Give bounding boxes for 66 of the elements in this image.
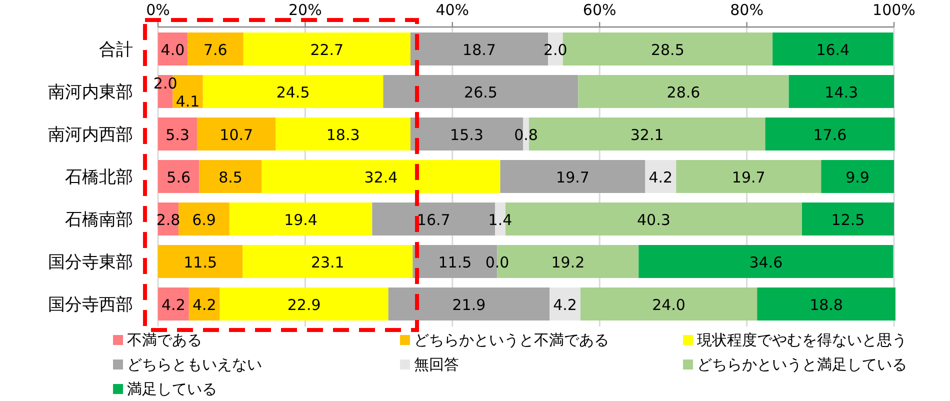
data-label: 24.5 xyxy=(276,84,310,102)
data-label: 10.7 xyxy=(220,126,254,144)
data-label: 18.8 xyxy=(810,296,843,314)
data-label: 19.7 xyxy=(556,168,590,186)
data-label: 22.9 xyxy=(287,296,321,314)
data-label: 34.6 xyxy=(749,254,783,272)
data-label: 2.8 xyxy=(156,211,180,229)
y-tick-label: 国分寺西部 xyxy=(48,295,133,315)
y-tick-label: 合計 xyxy=(99,40,133,60)
data-label: 28.5 xyxy=(650,41,684,59)
legend-label: どちらかというと不満である xyxy=(414,331,609,349)
x-tick-label: 0% xyxy=(146,1,170,19)
data-label: 4.1 xyxy=(176,92,200,110)
data-label: 18.7 xyxy=(462,41,496,59)
data-label: 1.4 xyxy=(488,211,512,229)
x-tick-label: 60% xyxy=(582,1,616,19)
y-tick-label: 石橋南部 xyxy=(65,210,133,230)
legend-label: どちらともいえない xyxy=(127,356,262,374)
data-label: 4.2 xyxy=(192,296,216,314)
data-label: 18.3 xyxy=(326,126,360,144)
x-tick-label: 100% xyxy=(872,1,916,19)
data-label: 32.1 xyxy=(630,126,664,144)
data-label: 21.9 xyxy=(452,296,486,314)
y-tick-label: 石橋北部 xyxy=(65,168,133,188)
data-label: 24.0 xyxy=(652,296,686,314)
data-label: 5.6 xyxy=(166,168,191,186)
legend-label: 無回答 xyxy=(414,356,459,374)
legend-label: 現状程度でやむを得ないと思う xyxy=(697,331,907,349)
x-tick-label: 20% xyxy=(288,1,322,19)
data-label: 26.5 xyxy=(464,84,498,102)
x-tick-label: 40% xyxy=(436,1,470,19)
y-tick-label: 南河内西部 xyxy=(48,125,133,145)
data-label: 4.2 xyxy=(162,296,186,314)
data-label: 12.5 xyxy=(831,211,865,229)
data-label: 40.3 xyxy=(636,211,670,229)
data-label: 15.3 xyxy=(450,126,484,144)
data-label: 4.2 xyxy=(648,168,673,186)
data-label: 2.0 xyxy=(544,41,568,59)
data-label: 19.2 xyxy=(551,254,585,272)
legend-label: 不満である xyxy=(127,331,202,349)
data-label: 17.6 xyxy=(813,126,847,144)
data-label: 28.6 xyxy=(666,84,700,102)
data-label: 6.9 xyxy=(192,211,216,229)
data-label: 2.0 xyxy=(153,74,178,92)
data-label: 5.3 xyxy=(166,126,190,144)
data-label: 16.4 xyxy=(816,41,850,59)
data-label: 11.5 xyxy=(184,254,218,272)
data-label: 7.6 xyxy=(203,41,228,59)
data-label: 4.0 xyxy=(160,41,185,59)
y-tick-label: 南河内東部 xyxy=(48,82,133,102)
data-label: 4.2 xyxy=(553,296,577,314)
x-tick-label: 80% xyxy=(730,1,764,19)
legend-label: どちらかというと満足している xyxy=(697,356,907,374)
data-label: 14.3 xyxy=(824,84,858,102)
data-label: 11.5 xyxy=(438,254,472,272)
y-tick-label: 国分寺東部 xyxy=(48,252,133,272)
data-label: 22.7 xyxy=(310,41,344,59)
data-label: 19.7 xyxy=(732,168,766,186)
legend-label: 満足している xyxy=(127,380,217,398)
data-label: 19.4 xyxy=(284,211,318,229)
data-label: 8.5 xyxy=(218,168,242,186)
data-label: 32.4 xyxy=(364,168,398,186)
data-label: 0.0 xyxy=(485,254,510,272)
data-label: 23.1 xyxy=(310,254,344,272)
data-label: 0.8 xyxy=(514,126,538,144)
data-label: 9.9 xyxy=(846,168,870,186)
